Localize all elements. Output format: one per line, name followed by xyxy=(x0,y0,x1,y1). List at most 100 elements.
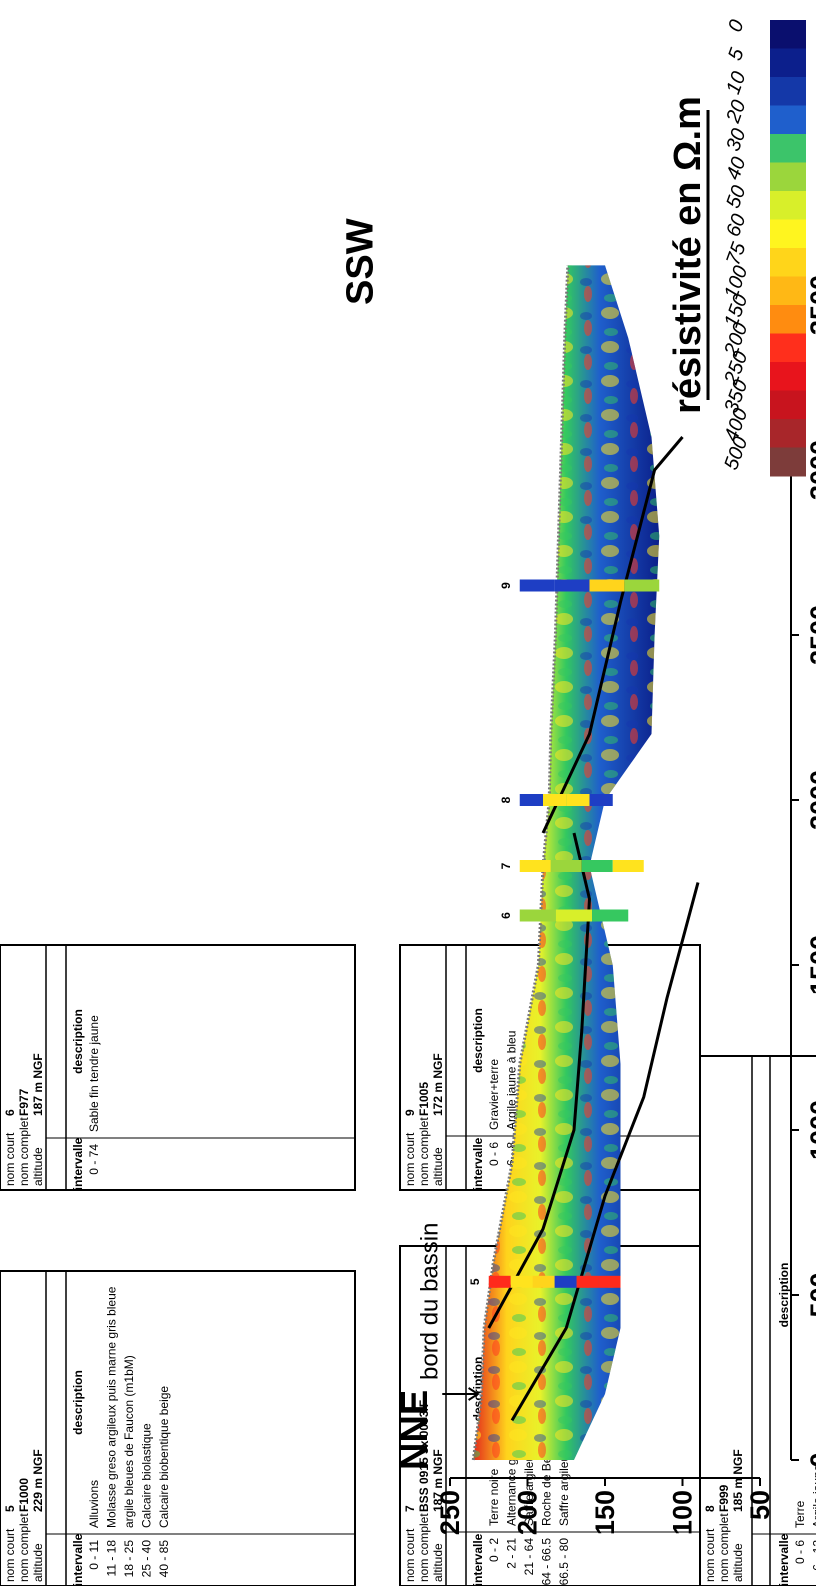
legend-swatch xyxy=(770,276,806,306)
label-altitude: altitude xyxy=(431,1543,445,1582)
nom-complet-value: F977 xyxy=(17,1088,31,1116)
legend-value: 5 xyxy=(724,45,749,64)
row-intervalle: 66.5 - 80 xyxy=(557,1538,571,1586)
borehole-bar xyxy=(592,909,629,922)
borehole-bar xyxy=(589,794,613,806)
altitude-value: 172 m NGF xyxy=(431,1053,445,1116)
legend-value: 50 xyxy=(722,183,750,211)
label-altitude: altitude xyxy=(731,1543,745,1582)
borehole-bar xyxy=(488,1275,511,1288)
legend-swatch xyxy=(770,419,806,448)
legend-value: 40 xyxy=(722,154,750,182)
nom-complet-value: F999 xyxy=(717,1484,731,1512)
legend-swatch xyxy=(770,219,806,249)
legend-value: 20 xyxy=(722,97,751,126)
nom-court-value: 7 xyxy=(403,1505,417,1512)
legend-value: 0 xyxy=(724,17,748,35)
borehole-bar xyxy=(612,860,644,872)
label-altitude: altitude xyxy=(431,1147,445,1186)
legend-value: 10 xyxy=(722,69,750,97)
legend-swatch xyxy=(770,77,806,106)
label-nom-complet: nom complet xyxy=(17,1117,31,1186)
row-description: Molasse greso argileux puis marne gris b… xyxy=(105,1286,119,1528)
legend-title: résistivité en Ω.m xyxy=(667,96,709,414)
borehole-marker-label: 9 xyxy=(499,582,513,589)
borehole-marker-label: 8 xyxy=(499,796,513,803)
row-intervalle: 25 - 40 xyxy=(140,1540,154,1578)
borehole-bar xyxy=(554,1275,577,1288)
nom-court-value: 6 xyxy=(3,1109,17,1116)
distance-tick-label: 500 xyxy=(805,1272,816,1317)
interpretation-line xyxy=(487,832,592,1329)
label-nom-court: nom court xyxy=(3,1528,17,1582)
borehole-bar xyxy=(589,579,625,592)
row-intervalle: 2 - 21 xyxy=(505,1538,519,1569)
legend-value: 30 xyxy=(722,126,750,154)
borehole-bar xyxy=(510,1275,533,1288)
legend-swatch xyxy=(770,390,806,420)
row-description: Calcaire biolastique xyxy=(140,1423,154,1528)
label-nom-court: nom court xyxy=(403,1132,417,1186)
borehole-marker-label: 6 xyxy=(499,912,513,919)
row-intervalle: 11 - 18 xyxy=(105,1540,119,1577)
borehole-bar xyxy=(519,794,543,806)
legend-swatch xyxy=(770,191,806,220)
legend-swatch xyxy=(770,20,806,49)
label-nom-court: nom court xyxy=(403,1528,417,1582)
borehole-bar xyxy=(519,909,556,922)
column-header-description: description xyxy=(471,1008,485,1073)
row-description: Gravier+terre xyxy=(487,1059,501,1130)
column-header-description: description xyxy=(71,1370,85,1435)
row-description: argile bleues de Faucon (m1bM) xyxy=(122,1355,136,1528)
label-nom-complet: nom complet xyxy=(417,1117,431,1186)
column-header-description: description xyxy=(71,1009,85,1074)
borehole-bar xyxy=(554,579,590,592)
label-nom-court: nom court xyxy=(3,1132,17,1186)
row-description: Sable fin tendre jaune xyxy=(87,1015,101,1132)
row-intervalle: 0 - 11 xyxy=(87,1540,101,1570)
borehole-bar xyxy=(581,860,613,872)
elevation-tick-label: 100 xyxy=(668,1490,698,1535)
legend-value: 500 xyxy=(720,434,752,473)
legend-swatch xyxy=(770,134,806,163)
label-nom-complet: nom complet xyxy=(417,1513,431,1582)
borehole-bar xyxy=(550,860,582,872)
nom-court-value: 9 xyxy=(403,1109,417,1116)
legend-swatch xyxy=(770,447,806,477)
row-description: Calcaire biobentique beige xyxy=(157,1386,171,1528)
row-intervalle: 0 - 74 xyxy=(87,1144,101,1175)
column-header-intervalle: intervalle xyxy=(71,1137,85,1190)
borehole-bar xyxy=(598,1275,621,1288)
direction-label-ssw: SSW xyxy=(340,218,382,305)
direction-label-nne: NNE xyxy=(394,1390,436,1470)
altitude-value: 185 m NGF xyxy=(731,1449,745,1512)
column-header-intervalle: intervalle xyxy=(471,1533,485,1586)
nom-complet-value: BSS 0915 5x 0093/F xyxy=(417,1400,431,1512)
column-header-description: description xyxy=(777,1263,791,1328)
row-description: Alluvions xyxy=(87,1480,101,1528)
label-altitude: altitude xyxy=(31,1147,45,1186)
table-border xyxy=(0,1270,356,1586)
elevation-tick-label: 200 xyxy=(513,1490,543,1535)
resistivity-legend: 0510203040506075100150200250350400500rés… xyxy=(667,17,806,477)
distance-tick-label: 2000 xyxy=(805,770,816,830)
nom-complet-value: F1005 xyxy=(417,1082,431,1116)
resistivity-section: 5 6 7 8 9 0 500 1000 1500 2000 2500 3000 3500 250 200 1… xyxy=(340,218,816,1535)
borehole-bar xyxy=(576,1275,599,1288)
altitude-value: 229 m NGF xyxy=(31,1449,45,1512)
borehole-bar xyxy=(532,1275,555,1288)
column-header-intervalle: intervalle xyxy=(777,1533,791,1586)
legend-swatch xyxy=(770,305,806,334)
interpretation-line xyxy=(510,882,700,1422)
label-nom-court: nom court xyxy=(703,1528,717,1582)
label-nom-complet: nom complet xyxy=(17,1513,31,1582)
borehole-bar xyxy=(519,579,555,592)
legend-swatch xyxy=(770,105,806,135)
row-intervalle: 40 - 85 xyxy=(157,1540,171,1578)
distance-tick-label: 0 xyxy=(805,1452,816,1467)
row-intervalle: 6 - 12 xyxy=(811,1540,816,1571)
column-header-intervalle: intervalle xyxy=(471,1137,485,1190)
